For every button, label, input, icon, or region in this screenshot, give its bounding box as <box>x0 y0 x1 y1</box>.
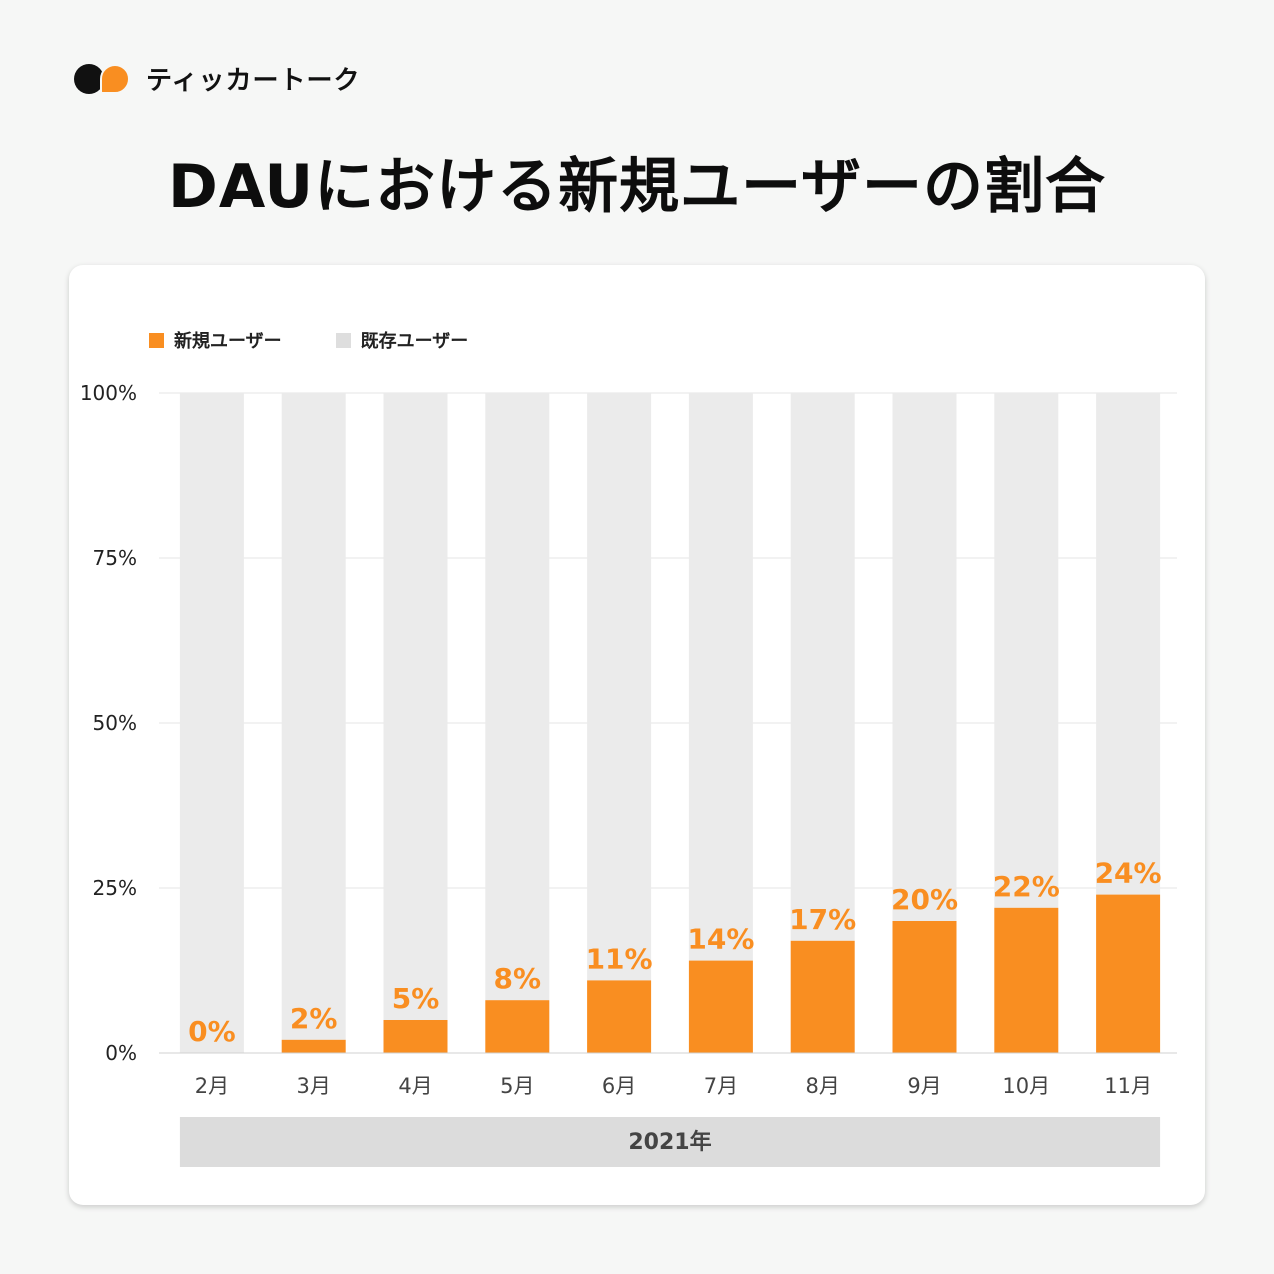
legend-item-new-users: 新規ユーザー <box>149 327 282 353</box>
bar-new-users <box>1096 894 1161 1053</box>
bar-existing-users <box>485 393 550 1001</box>
bar-new-users <box>281 1039 346 1053</box>
page-title: DAUにおける新規ユーザーの割合 <box>168 152 1106 222</box>
brand-logo-icon <box>74 58 136 98</box>
bar-new-users <box>994 907 1059 1053</box>
data-label: 2% <box>290 1002 338 1035</box>
legend-item-existing-users: 既存ユーザー <box>335 327 469 353</box>
brand: ティッカートーク <box>74 56 360 100</box>
y-tick-label: 0% <box>105 1041 137 1065</box>
bar-existing-users <box>179 393 244 1053</box>
chart-plot: 0% 25% 50% 75% 100% 0% 2月 2% 3月 5% 4月 8% 5月 11% 6月 14% 7… <box>80 381 1177 1167</box>
chart-legend: 新規ユーザー 既存ユーザー <box>149 327 522 353</box>
y-tick-label: 50% <box>93 711 137 735</box>
bar-existing-users <box>994 393 1059 908</box>
bar-existing-users <box>587 393 652 981</box>
bar-new-users <box>790 940 855 1053</box>
bar-existing-users <box>892 393 957 921</box>
x-tick-label: 10月 <box>1002 1074 1050 1098</box>
y-tick-label: 25% <box>93 876 137 900</box>
x-tick-label: 7月 <box>704 1074 738 1098</box>
x-tick-label: 9月 <box>907 1074 941 1098</box>
year-band <box>179 1117 1161 1167</box>
legend-label-existing-users: 既存ユーザー <box>360 331 469 352</box>
data-label: 17% <box>789 903 856 936</box>
x-tick-label: 6月 <box>602 1074 636 1098</box>
bar-existing-users <box>790 393 855 941</box>
x-tick-label: 2月 <box>195 1074 229 1098</box>
year-label: 2021年 <box>628 1129 711 1155</box>
x-tick-label: 8月 <box>806 1074 840 1098</box>
bar-new-users <box>587 980 652 1053</box>
legend-label-new-users: 新規ユーザー <box>174 331 282 352</box>
data-label: 24% <box>1095 857 1162 890</box>
data-label: 11% <box>586 942 653 975</box>
bar-new-users <box>383 1020 448 1053</box>
x-tick-label: 4月 <box>398 1074 432 1098</box>
data-label: 5% <box>392 982 440 1015</box>
data-label: 14% <box>687 923 754 956</box>
legend-swatch-existing-users <box>335 332 351 348</box>
y-tick-label: 100% <box>80 381 137 405</box>
bar-new-users <box>892 921 957 1053</box>
chart-card: 新規ユーザー 既存ユーザー 0% 25% 50% 75% 100% 0% 2月 2% 3月 5% 4… <box>69 265 1205 1205</box>
data-label: 0% <box>188 1015 236 1048</box>
bar-existing-users <box>1096 393 1161 895</box>
data-label: 22% <box>993 870 1060 903</box>
bar-new-users <box>688 960 753 1053</box>
x-tick-label: 5月 <box>500 1074 534 1098</box>
brand-name: ティッカートーク <box>146 65 361 96</box>
y-tick-label: 75% <box>93 546 137 570</box>
data-label: 20% <box>891 883 958 916</box>
bar-existing-users <box>688 393 753 961</box>
data-label: 8% <box>494 962 542 995</box>
bar-existing-users <box>383 393 448 1020</box>
x-tick-label: 3月 <box>297 1074 331 1098</box>
x-tick-label: 11月 <box>1104 1074 1152 1098</box>
bar-new-users <box>485 1000 550 1053</box>
legend-swatch-new-users <box>149 332 164 348</box>
bar-existing-users <box>281 393 346 1040</box>
